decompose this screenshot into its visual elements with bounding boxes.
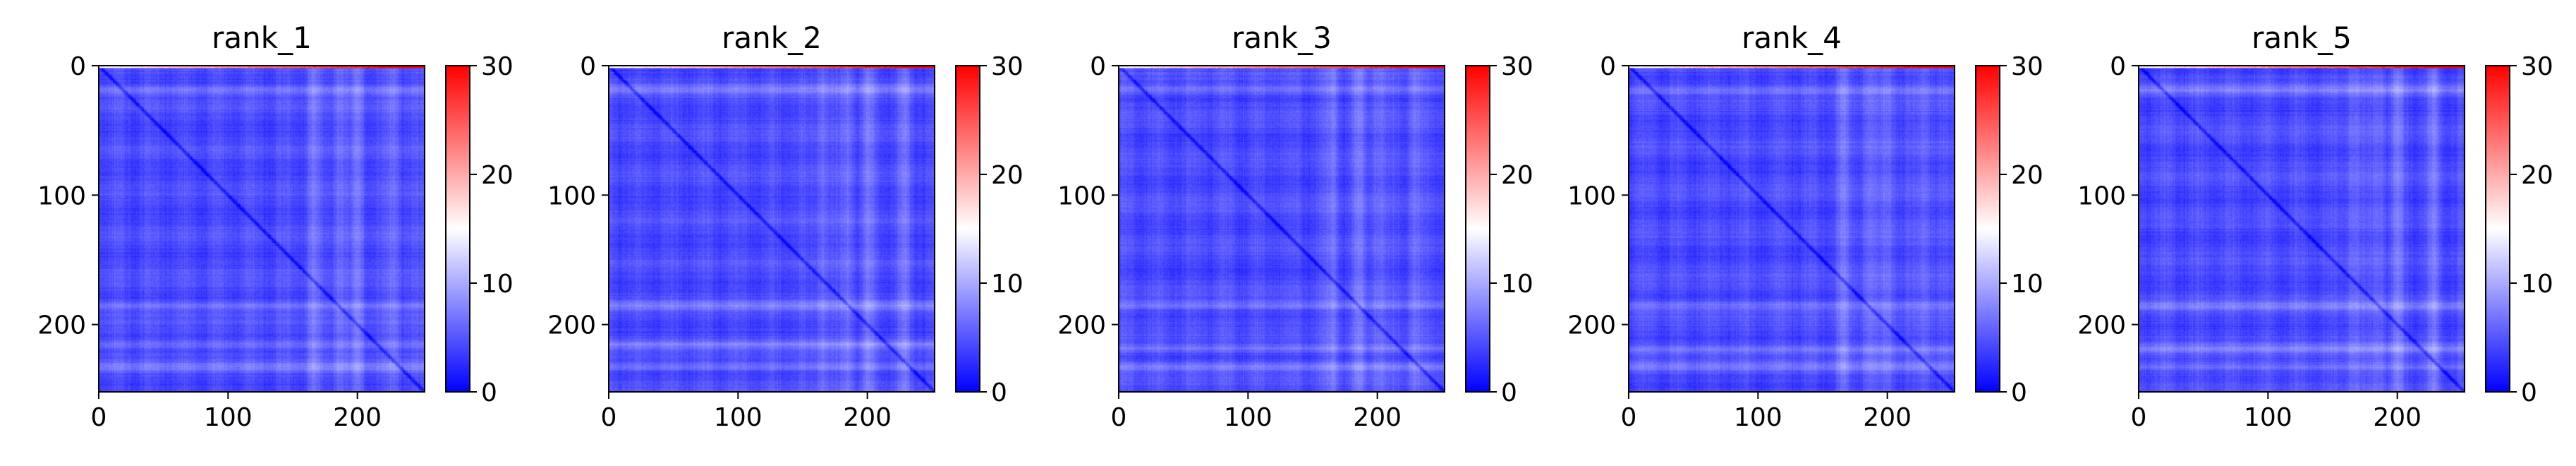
panel-rank-1: rank_1 0 100 200 0 100 200 0 10 20 30	[37, 20, 514, 432]
y-tick-label: 200	[37, 311, 86, 340]
y-tick-label: 0	[1090, 52, 1106, 81]
colorbar-tick-label: 20	[991, 161, 1023, 190]
x-tick-label: 100	[2244, 403, 2292, 432]
colorbar	[955, 65, 980, 393]
colorbar-tick-label: 10	[2011, 270, 2043, 299]
x-tick-label: 100	[1734, 403, 1782, 432]
axes-frame	[1118, 65, 1445, 393]
axes-frame	[1628, 65, 1955, 393]
x-tick-label: 200	[2373, 403, 2422, 432]
colorbar	[2485, 65, 2510, 393]
colorbar-tick-label: 0	[2521, 378, 2537, 407]
colorbar-tick-label: 30	[1501, 52, 1533, 81]
axes-frame	[98, 65, 425, 393]
x-tick-label: 0	[1621, 403, 1637, 432]
colorbar	[445, 65, 470, 393]
y-tick-label: 0	[1600, 52, 1616, 81]
y-tick-label: 200	[1567, 311, 1616, 340]
x-tick-label: 200	[333, 403, 382, 432]
colorbar-tick-label: 30	[991, 52, 1023, 81]
colorbar-tick-label: 0	[481, 378, 497, 407]
colorbar-tick-label: 20	[1501, 161, 1533, 190]
colorbar-tick-label: 0	[2011, 378, 2027, 407]
panel-rank-5: rank_5 0 100 200 0 100 200 0 10 20 30	[2077, 20, 2553, 432]
x-tick-label: 0	[2131, 403, 2147, 432]
colorbar-tick-label: 10	[481, 270, 514, 299]
colorbar-tick-label: 30	[2521, 52, 2553, 81]
x-tick-label: 100	[714, 403, 763, 432]
colorbar-tick-label: 20	[2011, 161, 2043, 190]
colorbar-tick-label: 10	[991, 270, 1023, 299]
heatmap-image	[609, 66, 935, 392]
y-tick-label: 100	[2077, 181, 2126, 210]
x-tick-label: 200	[843, 403, 892, 432]
x-tick-label: 0	[91, 403, 107, 432]
x-tick-label: 100	[204, 403, 253, 432]
colorbar-tick-label: 20	[481, 161, 514, 190]
axes-frame	[2138, 65, 2465, 393]
panel-title: rank_5	[2252, 20, 2352, 55]
colorbar-tick-label: 10	[2521, 270, 2553, 299]
heatmap-image	[1629, 66, 1955, 392]
heatmap-image	[2139, 66, 2465, 392]
colorbar-tick-label: 30	[2011, 52, 2043, 81]
colorbar-tick-label: 30	[481, 52, 514, 81]
panel-rank-4: rank_4 0 100 200 0 100 200 0 10 20 30	[1567, 20, 2043, 432]
panel-rank-2: rank_2 0 100 200 0 100 200 0 10 20 30	[547, 20, 1023, 432]
y-tick-label: 0	[580, 52, 596, 81]
y-tick-label: 100	[547, 181, 596, 210]
colorbar-tick-label: 20	[2521, 161, 2553, 190]
panel-title: rank_1	[212, 20, 312, 55]
x-tick-label: 0	[1111, 403, 1127, 432]
y-tick-label: 0	[2110, 52, 2126, 81]
y-tick-label: 200	[1057, 311, 1106, 340]
y-tick-label: 200	[547, 311, 596, 340]
colorbar	[1465, 65, 1490, 393]
heatmap-image	[1119, 66, 1445, 392]
panel-title: rank_3	[1232, 20, 1332, 55]
y-tick-label: 200	[2077, 311, 2126, 340]
panel-rank-3: rank_3 0 100 200 0 100 200 0 10 20 30	[1057, 20, 1533, 432]
colorbar-tick-label: 10	[1501, 270, 1533, 299]
heatmap-image	[99, 66, 425, 392]
axes-frame	[608, 65, 935, 393]
colorbar-tick-label: 0	[991, 378, 1007, 407]
x-tick-label: 100	[1224, 403, 1272, 432]
panel-title: rank_2	[722, 20, 822, 55]
x-tick-label: 200	[1353, 403, 1402, 432]
y-tick-label: 0	[70, 52, 86, 81]
x-tick-label: 200	[1863, 403, 1912, 432]
colorbar-tick-label: 0	[1501, 378, 1517, 407]
colorbar	[1975, 65, 2000, 393]
y-tick-label: 100	[1057, 181, 1106, 210]
y-tick-label: 100	[1567, 181, 1616, 210]
x-tick-label: 0	[601, 403, 617, 432]
panel-title: rank_4	[1742, 20, 1842, 55]
y-tick-label: 100	[37, 181, 86, 210]
